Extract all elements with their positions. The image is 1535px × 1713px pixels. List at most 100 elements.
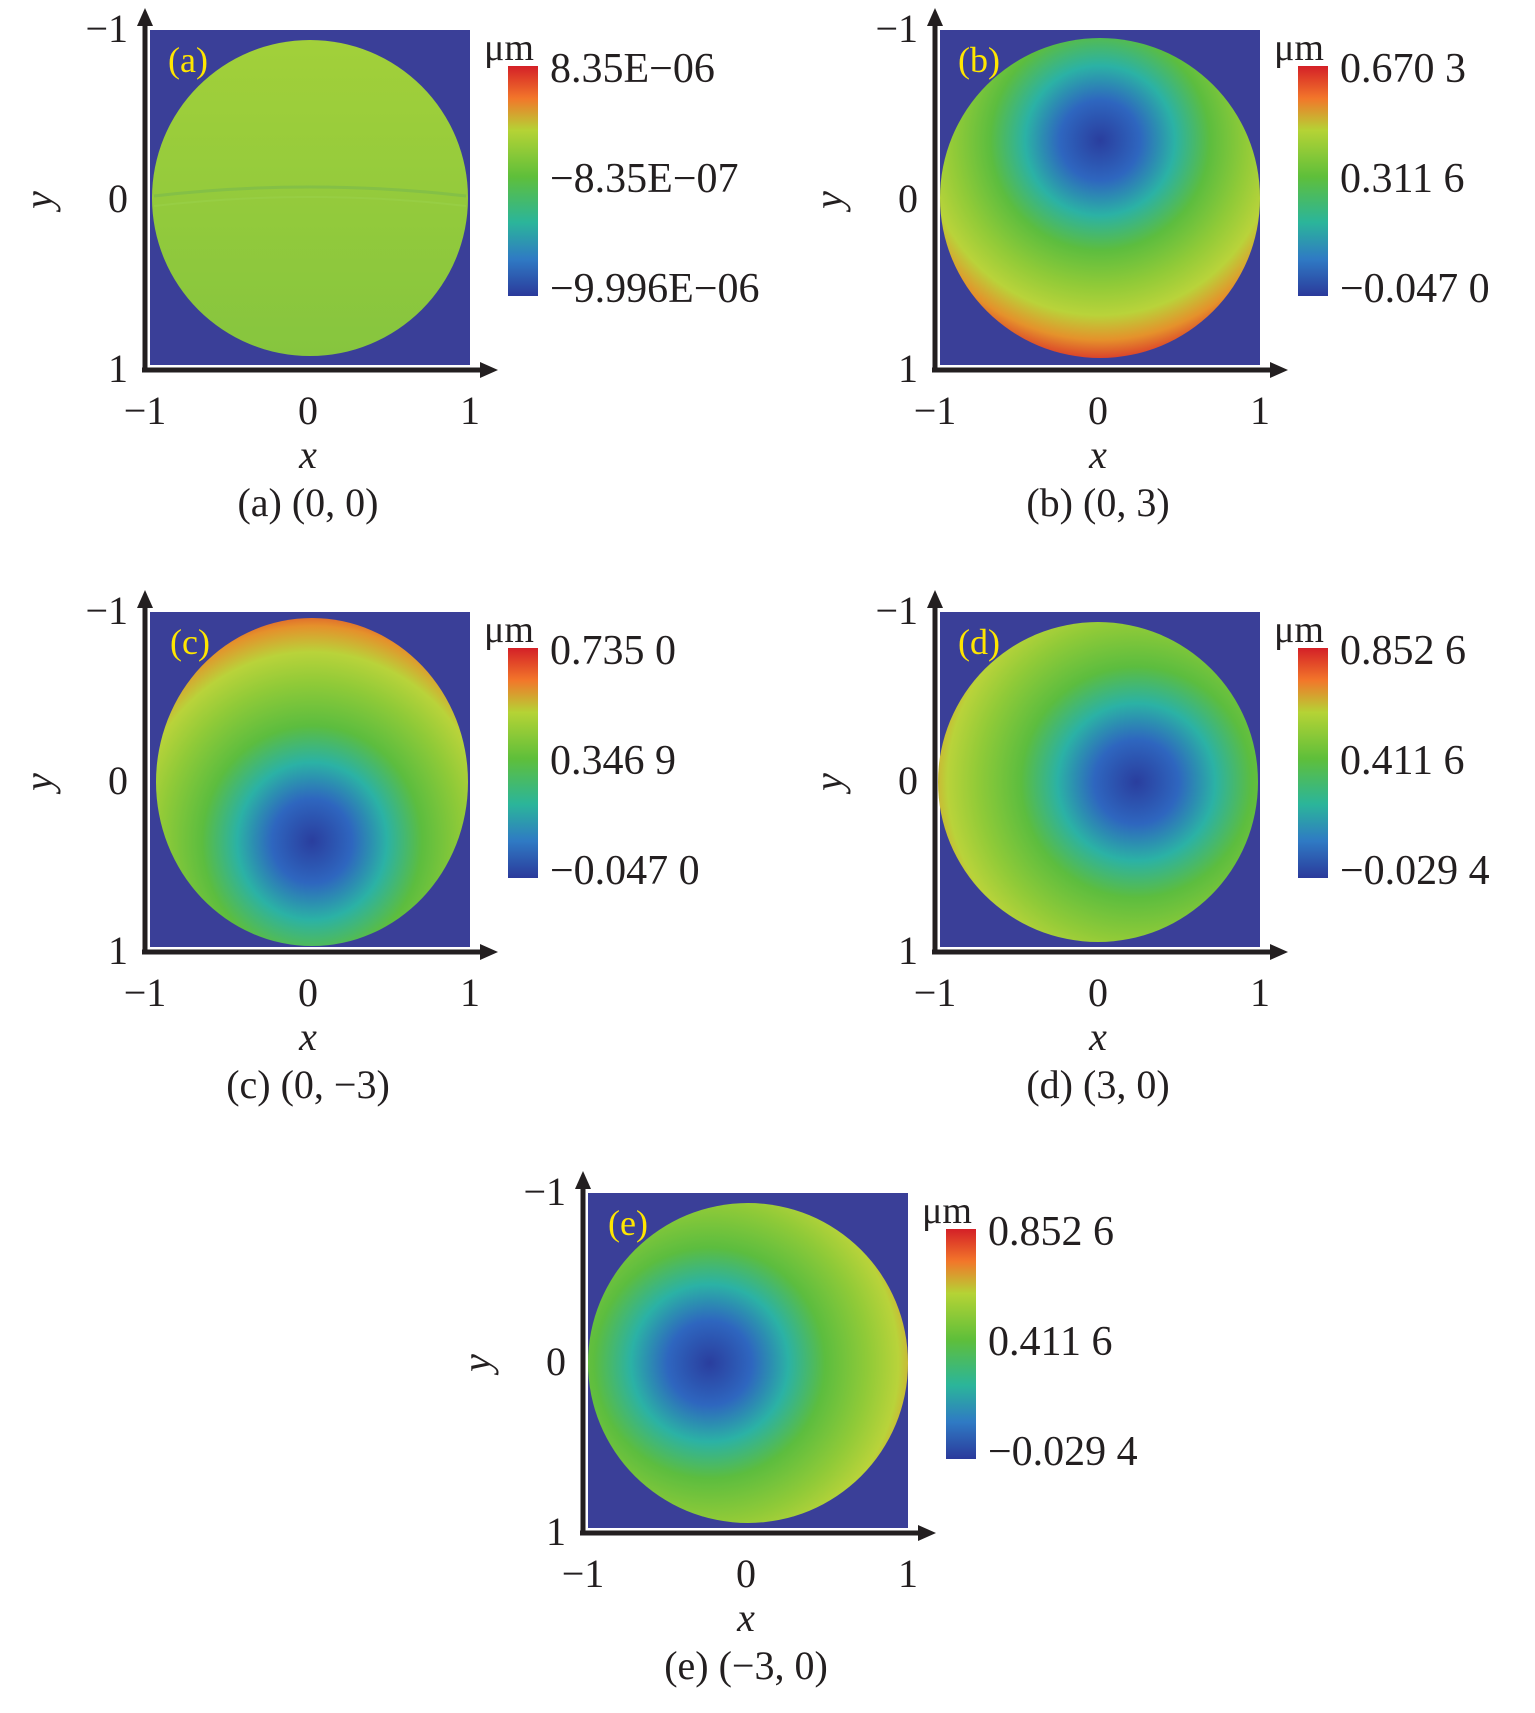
y-tick-top: −1: [523, 1169, 566, 1214]
y-tick-top: −1: [875, 6, 918, 51]
chart-panel-e: (e) −1 0 1 y −1 0 1 x (e) (−3, 0) μm 0.8…: [454, 1163, 1138, 1688]
panel-caption: (a) (0, 0): [237, 480, 378, 525]
panel-label: (a): [168, 40, 208, 80]
x-axis-label: x: [298, 432, 317, 477]
x-axis-arrow: [918, 1525, 936, 1541]
y-axis-arrow: [137, 590, 153, 608]
surface-disk: [938, 622, 1258, 942]
colorbar-mid: −8.35E−07: [550, 156, 739, 202]
panel-caption: (b) (0, 3): [1026, 480, 1169, 525]
colorbar-max: 0.852 6: [988, 1209, 1114, 1255]
y-tick-bottom: 1: [898, 928, 918, 973]
x-tick-right: 1: [1250, 388, 1270, 433]
panel-label: (b): [958, 40, 1000, 80]
surface-disk: [940, 38, 1260, 358]
x-tick-right: 1: [1250, 970, 1270, 1015]
y-tick-mid: 0: [108, 758, 128, 803]
y-tick-mid: 0: [108, 176, 128, 221]
chart-panel-b: (b) −1 0 1 y −1 0 1 x (b) (0, 3) μm 0.67…: [806, 0, 1490, 525]
colorbar-min: −9.996E−06: [550, 266, 760, 312]
y-axis-arrow: [137, 8, 153, 26]
x-tick-right: 1: [898, 1551, 918, 1596]
x-axis-label: x: [298, 1014, 317, 1059]
x-axis-label: x: [1088, 432, 1107, 477]
heatmap-b: (b) −1 0 1 y −1 0 1 x (b) (0, 3) μm 0.67…: [806, 6, 1490, 525]
y-axis-label: y: [454, 1354, 499, 1376]
y-tick-top: −1: [875, 588, 918, 633]
y-axis-label: y: [806, 191, 851, 213]
surface-disk: [588, 1203, 908, 1523]
x-tick-mid: 0: [1088, 388, 1108, 433]
y-tick-bottom: 1: [108, 346, 128, 391]
colorbar-max: 0.852 6: [1340, 628, 1466, 674]
chart-panel-c: (c) −1 0 1 y −1 0 1 x (c) (0, −3) μm 0.7…: [16, 582, 700, 1107]
colorbar-mid: 0.411 6: [988, 1319, 1112, 1365]
y-axis-arrow: [575, 1171, 591, 1189]
surface-seam: [153, 185, 467, 198]
panel-label: (e): [608, 1203, 648, 1243]
x-axis-arrow: [1270, 362, 1288, 378]
x-axis-arrow: [1270, 944, 1288, 960]
panel-caption: (e) (−3, 0): [664, 1643, 828, 1688]
y-axis-arrow: [927, 8, 943, 26]
y-axis-arrow: [927, 590, 943, 608]
chart-panel-d: (d) −1 0 1 y −1 0 1 x (d) (3, 0) μm 0.85…: [806, 582, 1490, 1107]
y-tick-mid: 0: [898, 176, 918, 221]
x-tick-right: 1: [460, 970, 480, 1015]
x-tick-left: −1: [562, 1551, 605, 1596]
x-tick-left: −1: [914, 388, 957, 433]
x-tick-right: 1: [460, 388, 480, 433]
colorbar-min: −0.029 4: [1340, 848, 1490, 894]
heatmap-a: (a) −1 0 1 y −1 0 1 x (a) (0, 0) μm 8.35…: [16, 6, 760, 525]
colorbar: [508, 66, 538, 296]
x-axis-label: x: [736, 1595, 755, 1640]
surface-disk: [156, 618, 468, 946]
y-axis-label: y: [16, 191, 61, 213]
colorbar: [1298, 66, 1328, 296]
x-axis-arrow: [480, 362, 498, 378]
colorbar-mid: 0.411 6: [1340, 738, 1464, 784]
x-tick-left: −1: [914, 970, 957, 1015]
x-tick-mid: 0: [736, 1551, 756, 1596]
x-axis-arrow: [480, 944, 498, 960]
colorbar-unit: μm: [484, 609, 534, 651]
colorbar-unit: μm: [484, 27, 534, 69]
y-tick-bottom: 1: [108, 928, 128, 973]
chart-panel-a: (a) −1 0 1 y −1 0 1 x (a) (0, 0) μm 8.35…: [16, 0, 760, 525]
colorbar-max: 8.35E−06: [550, 46, 715, 92]
colorbar-max: 0.735 0: [550, 628, 676, 674]
colorbar: [946, 1229, 976, 1459]
y-axis-label: y: [806, 773, 851, 795]
y-axis-label: y: [16, 773, 61, 795]
y-tick-mid: 0: [546, 1339, 566, 1384]
heatmap-d: (d) −1 0 1 y −1 0 1 x (d) (3, 0) μm 0.85…: [806, 588, 1490, 1107]
y-tick-top: −1: [85, 6, 128, 51]
colorbar-mid: 0.311 6: [1340, 156, 1464, 202]
colorbar-max: 0.670 3: [1340, 46, 1466, 92]
colorbar: [508, 648, 538, 878]
colorbar-min: −0.047 0: [1340, 266, 1490, 312]
x-tick-left: −1: [124, 970, 167, 1015]
panel-caption: (c) (0, −3): [226, 1062, 390, 1107]
x-tick-left: −1: [124, 388, 167, 433]
heatmap-e: (e) −1 0 1 y −1 0 1 x (e) (−3, 0) μm 0.8…: [454, 1169, 1138, 1688]
colorbar-unit: μm: [922, 1190, 972, 1232]
panel-label: (d): [958, 622, 1000, 662]
colorbar-unit: μm: [1274, 27, 1324, 69]
x-tick-mid: 0: [298, 970, 318, 1015]
y-tick-mid: 0: [898, 758, 918, 803]
y-tick-bottom: 1: [898, 346, 918, 391]
x-tick-mid: 0: [298, 388, 318, 433]
heatmap-c: (c) −1 0 1 y −1 0 1 x (c) (0, −3) μm 0.7…: [16, 588, 700, 1107]
colorbar: [1298, 648, 1328, 878]
x-axis-label: x: [1088, 1014, 1107, 1059]
y-tick-bottom: 1: [546, 1509, 566, 1554]
colorbar-unit: μm: [1274, 609, 1324, 651]
x-tick-mid: 0: [1088, 970, 1108, 1015]
colorbar-mid: 0.346 9: [550, 738, 676, 784]
y-tick-top: −1: [85, 588, 128, 633]
colorbar-min: −0.047 0: [550, 848, 700, 894]
panel-caption: (d) (3, 0): [1026, 1062, 1169, 1107]
panel-label: (c): [170, 622, 210, 662]
colorbar-min: −0.029 4: [988, 1429, 1138, 1475]
